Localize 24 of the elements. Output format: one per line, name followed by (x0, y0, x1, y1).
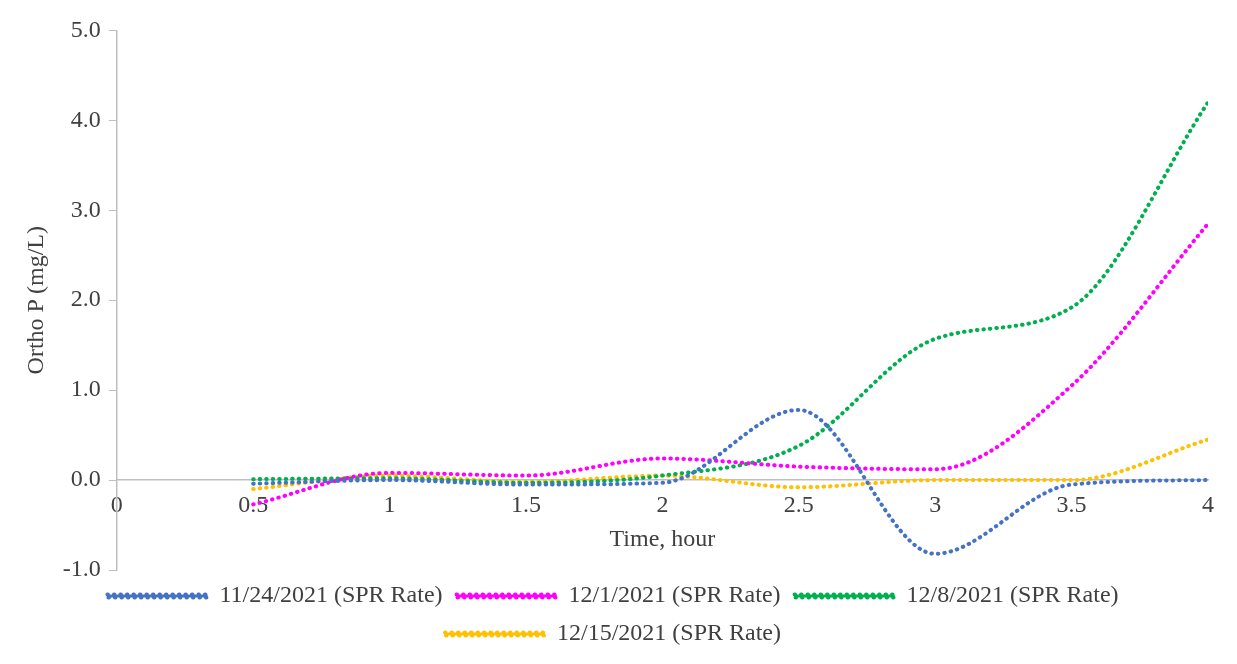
x-axis-title: Time, hour (609, 524, 716, 551)
x-tick-label: 2.5 (783, 490, 814, 517)
x-tick-label: 0.5 (238, 490, 269, 517)
line-series (251, 100, 1208, 485)
x-tick-label: 2 (656, 490, 669, 517)
y-tick-label: 2.0 (70, 285, 101, 312)
legend-label: 11/24/2021 (SPR Rate) (219, 581, 443, 608)
x-tick-label: 3 (929, 490, 942, 517)
y-tick-label: 3.0 (70, 195, 101, 222)
y-tick-label: 4.0 (70, 105, 101, 132)
y-tick-label: 1.0 (70, 375, 101, 402)
x-tick-label: 1.5 (511, 490, 541, 517)
x-tick-label: 1 (383, 490, 396, 517)
y-axis-title: Ortho P (mg/L) (21, 225, 48, 375)
legend-label: 12/1/2021 (SPR Rate) (568, 581, 781, 608)
line-series (251, 437, 1208, 492)
y-tick-label: 5.0 (70, 15, 101, 42)
y-tick-label: 0.0 (70, 465, 101, 492)
legend-label: 12/15/2021 (SPR Rate) (557, 619, 782, 646)
x-tick-label: 0 (110, 490, 123, 517)
y-tick-label: -1.0 (62, 555, 101, 582)
x-tick-label: 3.5 (1056, 490, 1087, 517)
legend-label: 12/8/2021 (SPR Rate) (906, 581, 1119, 608)
x-tick-label: 4 (1202, 490, 1214, 517)
